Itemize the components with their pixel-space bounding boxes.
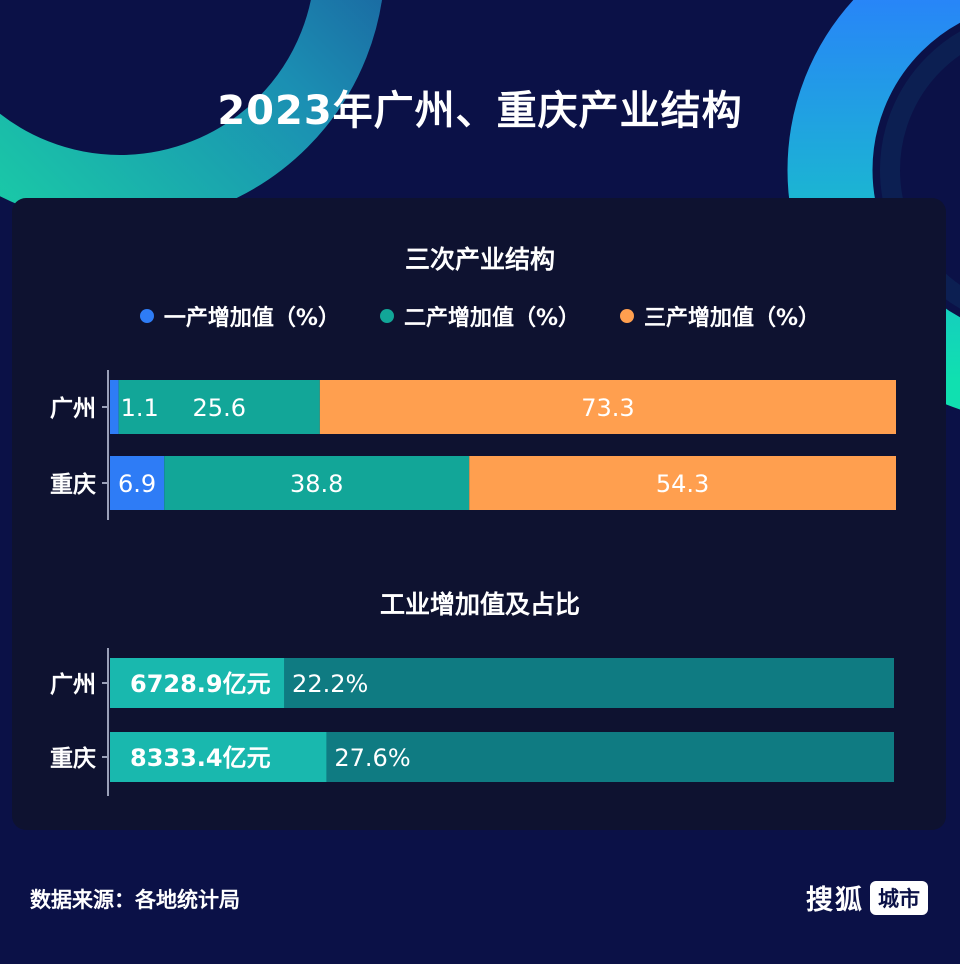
legend: 一产增加值（%） 二产增加值（%） 三产增加值（%） — [0, 300, 960, 332]
chart1-bar-segment — [110, 456, 165, 510]
chart2-share-label: 22.2% — [292, 670, 368, 698]
chart2-amount-label: 6728.9亿元 — [130, 670, 271, 698]
chart1-category-label: 广州 — [50, 395, 96, 422]
chart1-bar-segment — [164, 456, 470, 510]
chart2-category-label: 广州 — [50, 671, 96, 698]
left-decorative-arc — [0, 0, 382, 225]
legend-dot-tertiary — [620, 309, 635, 323]
legend-label-secondary: 二产增加值（%） — [403, 306, 581, 331]
chart1-category-label: 重庆 — [50, 471, 96, 498]
legend-label-tertiary: 三产增加值（%） — [644, 306, 821, 331]
chart-title-structure: 三次产业结构 — [404, 245, 555, 274]
legend-item-primary: 一产增加值（%） — [139, 300, 340, 332]
chart-title-industry: 工业增加值及占比 — [379, 590, 580, 619]
brand-logo: 搜狐 城市 — [806, 878, 928, 917]
chart2-share-label: 27.6% — [334, 744, 410, 772]
right-decorative-arc — [787, 0, 960, 410]
chart2-bar-value — [110, 732, 327, 782]
chart1-bar-segment — [319, 380, 896, 434]
chart2-bar-value — [110, 658, 285, 708]
chart1-value-label: 6.9 — [118, 470, 156, 498]
chart1-value-label: 73.3 — [581, 394, 634, 422]
chart1-value-label: 54.3 — [656, 470, 709, 498]
legend-label-primary: 一产增加值（%） — [163, 306, 340, 331]
brand-name: 搜狐 — [806, 885, 864, 916]
chart1-bar-segment — [118, 380, 320, 434]
page-title: 2023年广州、重庆产业结构 — [217, 88, 743, 134]
chart1-bar-segment — [469, 456, 896, 510]
chart2-category-label: 重庆 — [50, 745, 96, 772]
legend-dot-primary — [139, 309, 154, 323]
chart-panel — [12, 198, 946, 830]
chart1-bar-segment — [110, 380, 119, 434]
chart2-amount-label: 8333.4亿元 — [130, 744, 271, 772]
data-source: 数据来源：各地统计局 — [30, 888, 240, 912]
legend-item-tertiary: 三产增加值（%） — [620, 300, 820, 332]
legend-item-secondary: 二产增加值（%） — [379, 300, 581, 332]
legend-dot-secondary — [379, 309, 394, 323]
chart1-value-label: 25.6 — [193, 394, 246, 422]
brand-badge: 城市 — [870, 880, 928, 915]
chart1-value-label: 38.8 — [290, 470, 343, 498]
chart1-value-label: 1.1 — [121, 394, 159, 422]
